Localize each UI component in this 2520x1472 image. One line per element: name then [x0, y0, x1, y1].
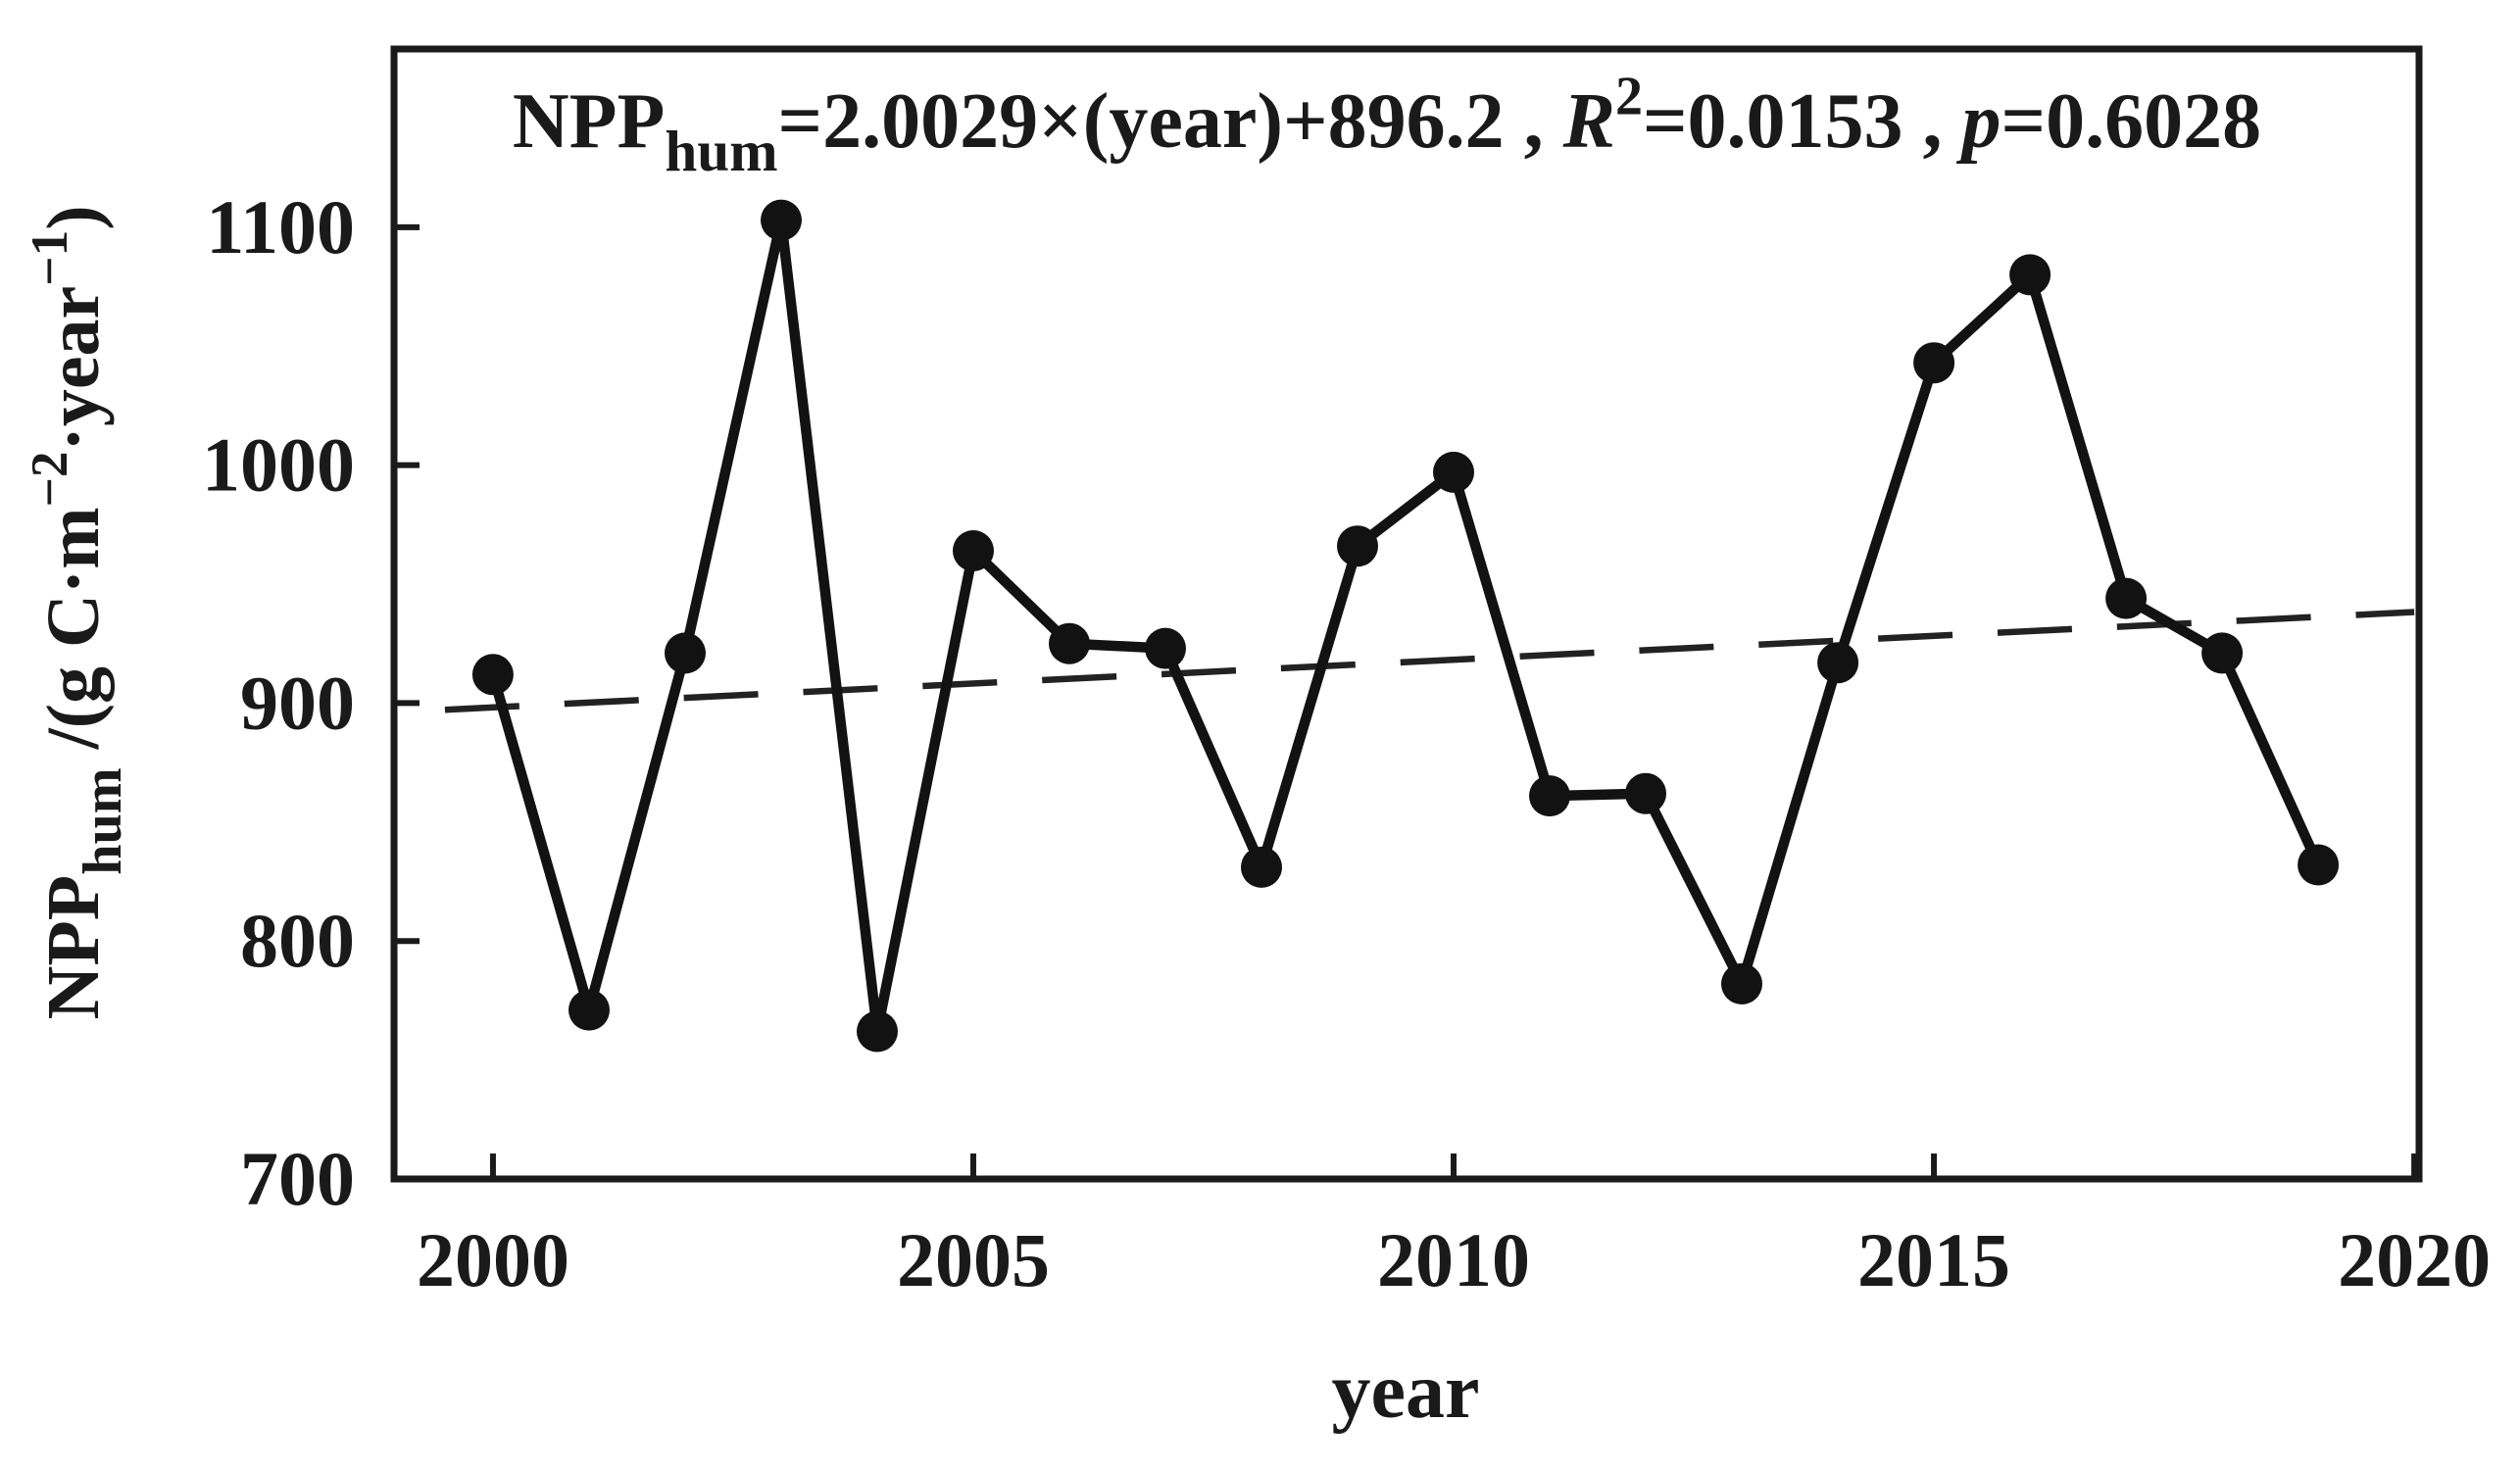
chart-title: NPPhum=2.0029×(year)+896.2 , R2=0.0153 ,… — [513, 66, 2261, 183]
y-tick-label: 800 — [240, 898, 355, 983]
chart-title-text-part: hum — [665, 119, 777, 183]
data-point — [953, 530, 994, 571]
data-point — [1049, 622, 1090, 664]
chart-title-text-part: =2.0029×(year)+896.2 , — [778, 78, 1563, 165]
regression-dashed-line — [444, 609, 2415, 713]
data-point — [2105, 577, 2148, 619]
y-axis-label-part: hum — [73, 767, 133, 874]
chart-title-text-part: =0.0153 , — [1643, 78, 1962, 165]
data-point — [1529, 775, 1570, 817]
data-point — [1721, 962, 1762, 1005]
chart-title-text-part: NPP — [513, 78, 666, 165]
x-axis: 2000 2005 2010 2015 2020 — [417, 1153, 2491, 1302]
y-tick-label: 900 — [240, 660, 355, 745]
data-point — [1625, 772, 1666, 814]
x-tick-label: 2005 — [897, 1217, 1050, 1302]
data-point — [1913, 342, 1955, 384]
y-axis: 700 800 900 1000 1100 — [202, 184, 420, 1221]
data-point — [1145, 627, 1186, 669]
y-axis-label-part: −2 — [21, 452, 78, 508]
data-point — [2009, 254, 2051, 296]
data-point — [2201, 632, 2244, 674]
y-tick-label: 1100 — [206, 184, 355, 270]
x-tick-label: 2020 — [2338, 1217, 2491, 1302]
x-axis-label: year — [1331, 1349, 1479, 1435]
y-tick-label: 1000 — [202, 422, 355, 508]
x-tick-label: 2015 — [1857, 1217, 2010, 1302]
data-point — [1337, 525, 1378, 567]
chart-title-text-part: R — [1562, 78, 1615, 165]
x-tick-label: 2010 — [1377, 1217, 1530, 1302]
data-point — [568, 989, 610, 1031]
data-point — [665, 632, 706, 674]
data-point — [471, 654, 514, 696]
y-tick-label: 700 — [240, 1136, 355, 1221]
data-series — [471, 199, 2340, 1053]
axis-labels: year NPPhum /(g C·m−2·year−1) — [21, 205, 1479, 1435]
y-axis-label: NPPhum /(g C·m−2·year−1) — [21, 205, 133, 1019]
trend-line — [444, 609, 2415, 713]
y-axis-label-part: −1 — [21, 230, 78, 286]
x-tick-label: 2000 — [417, 1217, 569, 1302]
data-line — [487, 215, 2324, 1037]
y-axis-label-part: /(g C·m — [32, 507, 115, 767]
y-axis-label-part: ·year — [32, 286, 115, 452]
data-point — [761, 199, 802, 241]
plot-border — [390, 45, 2423, 1183]
data-point — [857, 1010, 898, 1053]
data-point — [1433, 451, 1474, 493]
y-axis-label-part: ) — [32, 205, 115, 229]
chart-title-text-part: p — [1956, 78, 2001, 165]
data-point — [1241, 846, 1282, 888]
chart-title-text-part: 2 — [1615, 66, 1643, 126]
chart-title-text-part: =0.6028 — [2001, 78, 2262, 165]
data-point — [2298, 844, 2340, 886]
plot-frame — [390, 45, 2423, 1183]
chart-title-text: NPPhum=2.0029×(year)+896.2 , R2=0.0153 ,… — [513, 66, 2261, 183]
data-point — [1817, 642, 1859, 684]
y-axis-label-part: NPP — [32, 875, 115, 1020]
